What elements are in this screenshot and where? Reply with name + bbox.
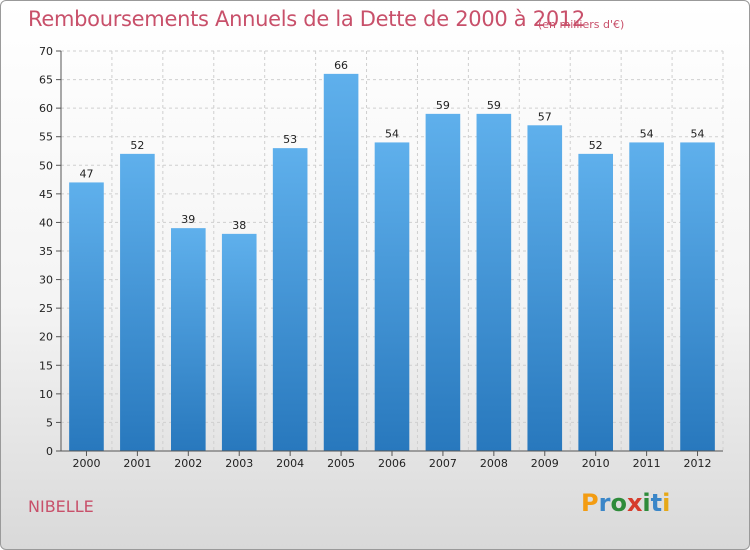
value-label: 54 xyxy=(385,127,399,140)
y-tick-label: 50 xyxy=(39,159,53,172)
logo-letter: t xyxy=(650,489,663,517)
y-tick-label: 10 xyxy=(39,388,53,401)
y-tick-label: 0 xyxy=(46,445,53,458)
bar xyxy=(374,142,410,451)
x-tick-label: 2012 xyxy=(684,457,712,470)
value-label: 54 xyxy=(691,127,705,140)
bar xyxy=(578,153,614,451)
logo-letter: x xyxy=(626,489,643,517)
bar xyxy=(680,142,715,451)
bar xyxy=(323,73,359,451)
x-tick-label: 2011 xyxy=(633,457,661,470)
bar xyxy=(120,153,155,451)
y-tick-label: 55 xyxy=(39,131,53,144)
x-tick-label: 2002 xyxy=(174,457,202,470)
x-tick-label: 2003 xyxy=(225,457,253,470)
chart-unit: (en milliers d'€) xyxy=(538,18,625,31)
commune-name: NIBELLE xyxy=(28,497,94,516)
logo-letter: o xyxy=(610,489,627,517)
y-tick-label: 40 xyxy=(39,216,53,229)
value-label: 52 xyxy=(130,139,144,152)
proxiti-logo[interactable]: Proxiti xyxy=(581,489,670,517)
value-label: 57 xyxy=(538,110,552,123)
value-label: 47 xyxy=(79,167,93,180)
x-tick-label: 2001 xyxy=(123,457,151,470)
x-tick-label: 2005 xyxy=(327,457,355,470)
bar xyxy=(476,113,512,451)
value-label: 59 xyxy=(487,99,501,112)
chart-title: Remboursements Annuels de la Dette de 20… xyxy=(28,7,585,31)
logo-letter: i xyxy=(642,489,651,517)
value-label: 59 xyxy=(436,99,450,112)
y-tick-label: 70 xyxy=(39,45,53,58)
value-label: 39 xyxy=(181,213,195,226)
bar xyxy=(527,125,563,452)
y-tick-label: 45 xyxy=(39,188,53,201)
y-tick-label: 20 xyxy=(39,331,53,344)
y-tick-label: 30 xyxy=(39,274,53,287)
value-label: 52 xyxy=(589,139,603,152)
x-tick-label: 2007 xyxy=(429,457,457,470)
bar xyxy=(425,113,461,451)
x-tick-label: 2010 xyxy=(582,457,610,470)
logo-letter: P xyxy=(581,489,599,517)
y-tick-label: 65 xyxy=(39,74,53,87)
x-tick-label: 2000 xyxy=(72,457,100,470)
bar xyxy=(629,142,664,451)
x-tick-label: 2004 xyxy=(276,457,304,470)
bar xyxy=(272,148,308,451)
value-label: 38 xyxy=(232,219,246,232)
logo-letter: r xyxy=(598,489,611,517)
bar xyxy=(170,228,206,451)
y-tick-label: 35 xyxy=(39,245,53,258)
x-tick-label: 2006 xyxy=(378,457,406,470)
bar xyxy=(221,233,257,451)
value-label: 54 xyxy=(640,127,654,140)
value-label: 66 xyxy=(334,59,348,72)
value-label: 53 xyxy=(283,133,297,146)
logo-letter: i xyxy=(662,489,671,517)
y-tick-label: 60 xyxy=(39,102,53,115)
y-tick-label: 15 xyxy=(39,359,53,372)
y-tick-label: 25 xyxy=(39,302,53,315)
x-tick-label: 2008 xyxy=(480,457,508,470)
bar xyxy=(69,182,104,451)
x-tick-label: 2009 xyxy=(531,457,559,470)
y-tick-label: 5 xyxy=(46,416,53,429)
